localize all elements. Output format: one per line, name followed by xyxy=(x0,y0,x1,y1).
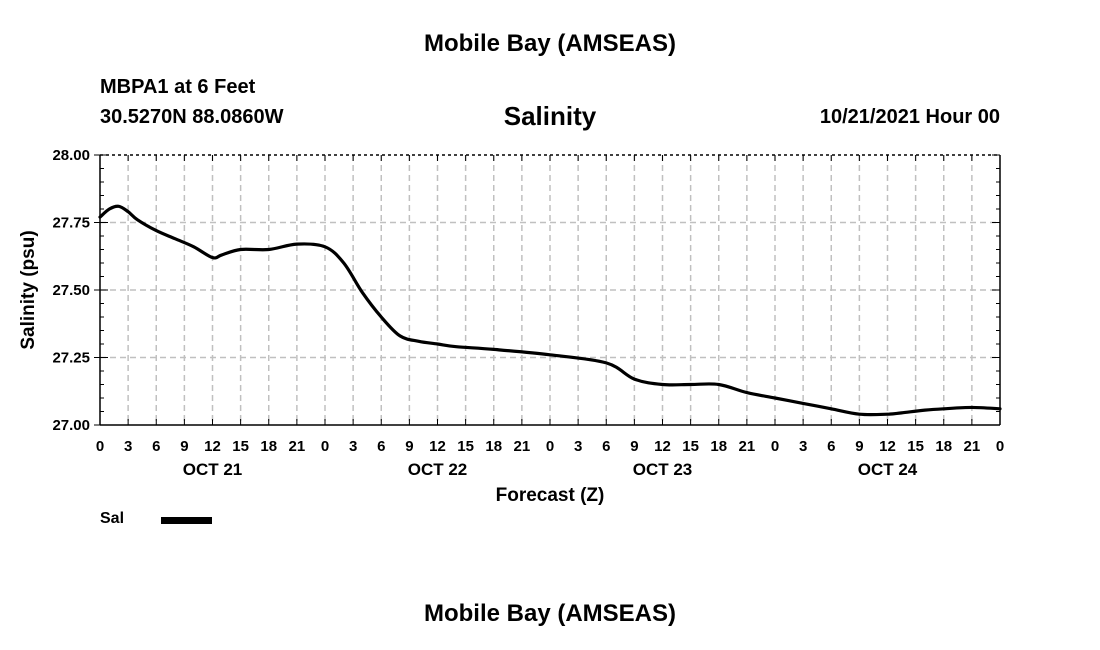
x-tick-label: 0 xyxy=(546,438,554,455)
y-axis-label: Salinity (psu) xyxy=(18,230,39,349)
x-tick-label: 3 xyxy=(799,438,807,455)
x-tick-label: 3 xyxy=(124,438,132,455)
x-tick-label: 21 xyxy=(739,438,756,455)
day-label: OCT 21 xyxy=(183,460,243,479)
day-label: OCT 23 xyxy=(633,460,693,479)
x-tick-label: 18 xyxy=(935,438,952,455)
x-axis-label: Forecast (Z) xyxy=(496,485,605,506)
x-tick-label: 21 xyxy=(964,438,981,455)
x-tick-label: 3 xyxy=(574,438,582,455)
x-tick-label: 9 xyxy=(855,438,863,455)
grid-lines xyxy=(100,155,1000,425)
station-label: MBPA1 at 6 Feet xyxy=(100,76,256,98)
day-label: OCT 22 xyxy=(408,460,468,479)
y-tick-label: 27.25 xyxy=(52,350,90,367)
x-tick-label: 0 xyxy=(96,438,104,455)
x-tick-label: 0 xyxy=(321,438,329,455)
x-tick-label: 12 xyxy=(654,438,671,455)
x-tick-label: 18 xyxy=(710,438,727,455)
station-coordinates: 30.5270N 88.0860W xyxy=(100,106,284,128)
y-tick-label: 27.00 xyxy=(52,417,90,434)
chart-header-title: Mobile Bay (AMSEAS) xyxy=(423,30,677,57)
series-line-sal xyxy=(98,204,1002,417)
series-layer xyxy=(98,204,1002,417)
y-tick-label: 28.00 xyxy=(52,147,90,164)
y-tick-label: 27.75 xyxy=(52,215,90,232)
chart-variable-title: Salinity xyxy=(503,101,597,131)
x-tick-label: 6 xyxy=(152,438,160,455)
x-tick-label: 18 xyxy=(485,438,502,455)
x-tick-label: 9 xyxy=(630,438,638,455)
x-tick-label: 15 xyxy=(457,438,474,455)
x-tick-label: 15 xyxy=(682,438,699,455)
x-tick-label: 21 xyxy=(514,438,531,455)
x-tick-label: 12 xyxy=(429,438,446,455)
model-run-time: 10/21/2021 Hour 00 xyxy=(819,106,1000,128)
x-tick-label: 6 xyxy=(602,438,610,455)
x-tick-label: 9 xyxy=(405,438,413,455)
x-tick-label: 9 xyxy=(180,438,188,455)
x-tick-label: 3 xyxy=(349,438,357,455)
day-label: OCT 24 xyxy=(858,460,918,479)
x-tick-label: 6 xyxy=(827,438,835,455)
x-tick-label: 18 xyxy=(260,438,277,455)
axes: 0 3 6 9 12 15 18 21 0 3 6 9 12 15 18 21 0 3 6 9 12 15 18 21 0 3 6 9… xyxy=(18,147,1004,506)
x-tick-label: 12 xyxy=(879,438,896,455)
legend-swatch xyxy=(161,517,212,524)
x-tick-label: 15 xyxy=(232,438,249,455)
x-tick-label: 0 xyxy=(996,438,1004,455)
x-tick-label: 6 xyxy=(377,438,385,455)
x-tick-label: 12 xyxy=(204,438,221,455)
x-tick-label: 0 xyxy=(771,438,779,455)
legend-label: Sal xyxy=(100,510,125,527)
y-tick-label: 27.50 xyxy=(52,282,90,299)
chart-footer-title: Mobile Bay (AMSEAS) xyxy=(423,600,677,627)
x-tick-label: 15 xyxy=(907,438,924,455)
x-tick-label: 21 xyxy=(289,438,306,455)
